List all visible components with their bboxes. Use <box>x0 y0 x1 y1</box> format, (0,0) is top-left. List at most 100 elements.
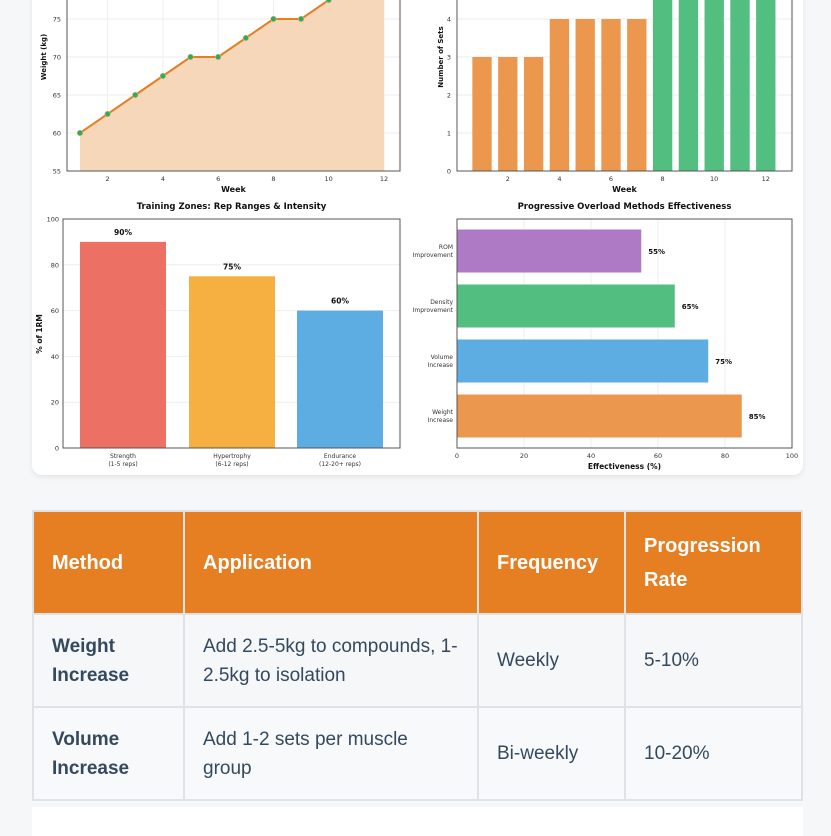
y-tick-label: Increase <box>428 362 454 369</box>
axes-frame <box>456 218 793 449</box>
chart-title: Training Zones: Rep Ranges & Intensity <box>137 202 327 212</box>
cell-method: Volume Increase <box>32 706 185 801</box>
bar <box>627 19 647 171</box>
bar <box>472 57 492 171</box>
data-label: 85% <box>749 413 766 421</box>
x-tick-label: 12 <box>762 175 770 183</box>
y-tick-label: 60 <box>51 307 59 315</box>
data-point <box>104 110 111 118</box>
bar <box>523 57 544 171</box>
bar <box>652 0 673 171</box>
cell-application: Add 1-2 sets per muscle group <box>183 706 479 801</box>
data-label: 90% <box>114 228 132 237</box>
next-section <box>32 807 803 836</box>
y-tick-label: Weight <box>432 409 454 416</box>
bar <box>756 0 776 171</box>
y-tick-label: 4 <box>447 16 451 24</box>
axes-frame <box>66 0 401 172</box>
y-tick-label: 60 <box>53 130 61 138</box>
chart-title: Progressive Overload Methods Effectivene… <box>518 202 732 212</box>
y-tick-label: 65 <box>53 92 61 100</box>
y-tick-label: Volume <box>431 354 454 361</box>
y-tick-label: 100 <box>47 216 59 224</box>
bar <box>457 339 709 383</box>
table-row: Weight Increase Add 2.5-5kg to compounds… <box>32 613 803 708</box>
x-axis-label: Effectiveness (%) <box>588 462 661 471</box>
x-tick-label: (6-12 reps) <box>215 461 248 468</box>
area-fill <box>79 0 384 171</box>
y-tick-label: 3 <box>447 54 451 62</box>
y-axis-label: Weight (kg) <box>40 34 48 80</box>
data-label: 55% <box>648 248 665 256</box>
x-tick-label: 100 <box>786 452 798 460</box>
header-frequency: Frequency <box>477 510 626 615</box>
y-tick-label: ROM <box>439 244 453 251</box>
bar <box>80 241 166 448</box>
data-point <box>159 72 166 80</box>
cell-method: Weight Increase <box>32 613 185 708</box>
axes-frame <box>62 218 401 449</box>
data-label: 75% <box>715 358 732 366</box>
axes-frame <box>456 0 793 172</box>
y-tick-label: Improvement <box>413 252 454 259</box>
y-tick-label: 0 <box>55 445 59 453</box>
data-point <box>76 129 84 137</box>
data-label: 75% <box>223 262 241 271</box>
cell-frequency: Bi-weekly <box>477 706 626 801</box>
x-tick-label: 4 <box>557 175 561 183</box>
y-tick-label: 1 <box>447 130 451 138</box>
x-axis-label: Week <box>612 185 637 194</box>
y-axis-label: Number of Sets <box>437 26 445 87</box>
x-tick-label: Endurance <box>324 453 356 460</box>
header-application: Application <box>183 510 479 615</box>
x-tick-label: Hypertrophy <box>213 453 251 460</box>
x-tick-label: 8 <box>661 175 665 183</box>
x-tick-label: 0 <box>455 452 459 460</box>
y-tick-label: 20 <box>51 399 59 407</box>
bar <box>601 19 621 171</box>
x-tick-label: 2 <box>506 175 510 183</box>
data-point <box>270 15 277 23</box>
x-tick-label: 6 <box>216 175 220 183</box>
table-header-row: Method Application Frequency Progression… <box>32 510 803 615</box>
progression-methods-table: Method Application Frequency Progression… <box>32 510 803 801</box>
x-tick-label: 10 <box>710 175 718 183</box>
y-tick-label: 75 <box>53 16 61 24</box>
bar <box>457 284 675 328</box>
x-tick-label: 60 <box>654 452 662 460</box>
bar <box>704 0 724 171</box>
bar <box>678 0 699 171</box>
y-tick-label: 0 <box>447 168 451 176</box>
x-tick-label: 8 <box>271 175 275 183</box>
cell-application: Add 2.5-5kg to compounds, 1-2.5kg to iso… <box>183 613 479 708</box>
bar <box>297 310 383 448</box>
bar <box>457 229 642 273</box>
x-tick-label: (1-5 reps) <box>108 461 137 468</box>
data-label: 65% <box>682 303 699 311</box>
table-row: Volume Increase Add 1-2 sets per muscle … <box>32 706 803 801</box>
series-line <box>79 0 331 134</box>
bar <box>457 394 742 438</box>
y-tick-label: 55 <box>53 168 61 176</box>
y-tick-label: Density <box>430 299 453 306</box>
header-method: Method <box>32 510 185 615</box>
bar <box>575 19 595 171</box>
x-tick-label: 2 <box>106 175 110 183</box>
x-tick-label: 10 <box>325 175 333 183</box>
x-tick-label: 6 <box>609 175 613 183</box>
y-axis-label: % of 1RM <box>35 314 44 354</box>
x-tick-label: 20 <box>520 452 528 460</box>
bar <box>549 19 570 171</box>
data-point <box>132 91 139 99</box>
data-point <box>187 53 194 61</box>
x-tick-label: 80 <box>721 452 729 460</box>
y-tick-label: Increase <box>428 417 454 424</box>
data-point <box>297 15 305 23</box>
y-tick-label: 70 <box>53 54 61 62</box>
x-tick-label: 12 <box>380 175 388 183</box>
cell-frequency: Weekly <box>477 613 626 708</box>
cell-progression-rate: 10-20% <box>624 706 803 801</box>
cell-progression-rate: 5-10% <box>624 613 803 708</box>
data-point <box>215 53 222 61</box>
